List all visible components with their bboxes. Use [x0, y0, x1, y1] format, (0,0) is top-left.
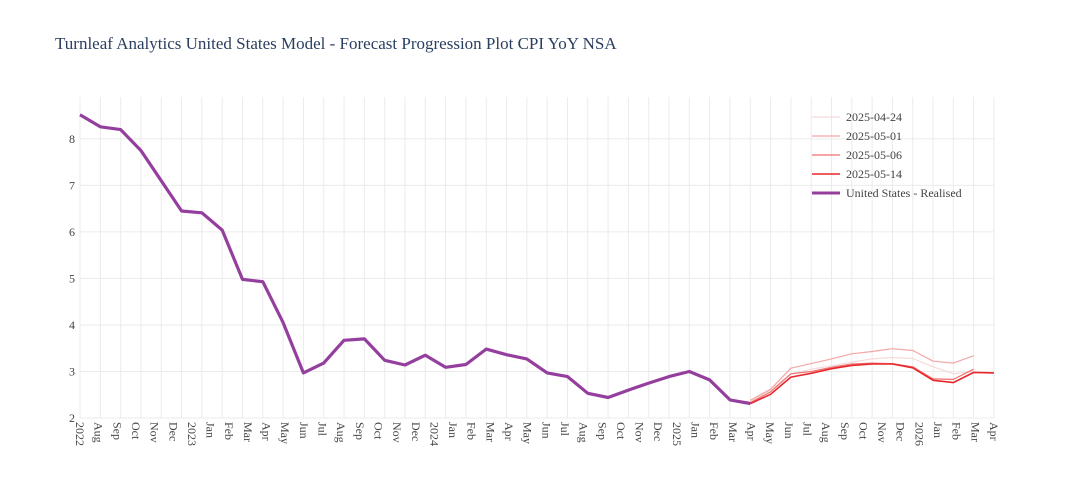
x-tick-label: Nov — [633, 422, 647, 443]
x-tick-label: Sep — [838, 422, 852, 440]
x-tick-label: Mar — [726, 422, 740, 442]
x-tick-label: Jul — [558, 422, 572, 437]
legend-entry: 2025-05-06 — [846, 148, 902, 162]
chart-title: Turnleaf Analytics United States Model -… — [55, 34, 617, 53]
x-tick-label: Jun — [782, 422, 796, 439]
x-tick-label: Aug — [819, 422, 833, 443]
x-tick-label: Mar — [241, 422, 255, 442]
x-tick-label: 2023 — [185, 422, 199, 446]
x-tick-label: Aug — [334, 422, 348, 443]
x-tick-label: Nov — [148, 422, 162, 443]
x-tick-label: Mar — [968, 422, 982, 442]
legend-entry: 2025-05-14 — [846, 167, 902, 181]
legend-entry: 2025-05-01 — [846, 129, 902, 143]
x-tick-label: Mar — [483, 422, 497, 442]
x-tick-label: 2026 — [912, 422, 926, 446]
x-tick-label: Apr — [987, 422, 1001, 441]
x-tick-label: Dec — [894, 422, 908, 441]
y-tick-label: 8 — [69, 132, 75, 146]
x-tick-label: Apr — [745, 422, 759, 441]
x-tick-label: Jan — [446, 422, 460, 438]
series-line — [750, 362, 974, 404]
x-tick-label: Sep — [110, 422, 124, 440]
x-tick-label: Nov — [875, 422, 889, 443]
y-tick-label: 6 — [69, 225, 75, 239]
x-tick-label: Feb — [707, 422, 721, 440]
y-axis-ticks: 2 3 4 5 6 7 8 — [69, 132, 75, 425]
x-tick-label: Oct — [614, 422, 628, 440]
series-lines — [79, 113, 995, 406]
grid-lines — [79, 97, 995, 419]
x-tick-label: Feb — [222, 422, 236, 440]
x-tick-label: Sep — [595, 422, 609, 440]
series-line — [729, 356, 974, 403]
x-tick-label: Feb — [950, 422, 964, 440]
x-tick-label: Jun — [539, 422, 553, 439]
x-tick-label: Jan — [204, 422, 218, 438]
x-tick-label: Apr — [260, 422, 274, 441]
legend: 2025-04-24 2025-05-01 2025-05-06 2025-05-14… — [812, 110, 962, 200]
x-tick-label: Jul — [315, 422, 329, 437]
x-tick-label: Oct — [856, 422, 870, 440]
series-line — [750, 348, 974, 401]
x-tick-label: Jan — [689, 422, 703, 438]
x-tick-label: Dec — [651, 422, 665, 441]
x-tick-label: Dec — [409, 422, 423, 441]
x-axis-ticks: 2022 Aug Sep Oct Nov Dec 2023 Jan Feb Mar Apr May Ju… — [73, 422, 1001, 446]
y-tick-label: 5 — [69, 271, 75, 285]
x-tick-label: May — [763, 422, 777, 444]
series-line — [79, 113, 751, 406]
x-tick-label: 2025 — [670, 422, 684, 446]
series-line — [749, 363, 995, 405]
x-tick-label: Jun — [297, 422, 311, 439]
x-tick-label: Jul — [800, 422, 814, 437]
y-tick-label: 4 — [69, 318, 75, 332]
x-tick-label: Feb — [465, 422, 479, 440]
y-tick-label: 2 — [69, 411, 75, 425]
x-tick-label: Nov — [390, 422, 404, 443]
x-tick-label: Oct — [129, 422, 143, 440]
x-tick-label: May — [278, 422, 292, 444]
x-tick-label: Oct — [371, 422, 385, 440]
x-tick-label: Aug — [577, 422, 591, 443]
x-tick-label: Apr — [502, 422, 516, 441]
x-tick-label: Sep — [353, 422, 367, 440]
y-tick-label: 7 — [69, 178, 75, 192]
x-tick-label: 2024 — [427, 422, 441, 446]
x-tick-label: May — [521, 422, 535, 444]
legend-entry: United States - Realised — [846, 186, 962, 200]
x-tick-label: 2022 — [73, 422, 87, 446]
x-tick-label: Aug — [92, 422, 106, 443]
x-tick-label: Jan — [931, 422, 945, 438]
x-tick-label: Dec — [166, 422, 180, 441]
legend-entry: 2025-04-24 — [846, 110, 902, 124]
y-tick-label: 3 — [69, 364, 75, 378]
